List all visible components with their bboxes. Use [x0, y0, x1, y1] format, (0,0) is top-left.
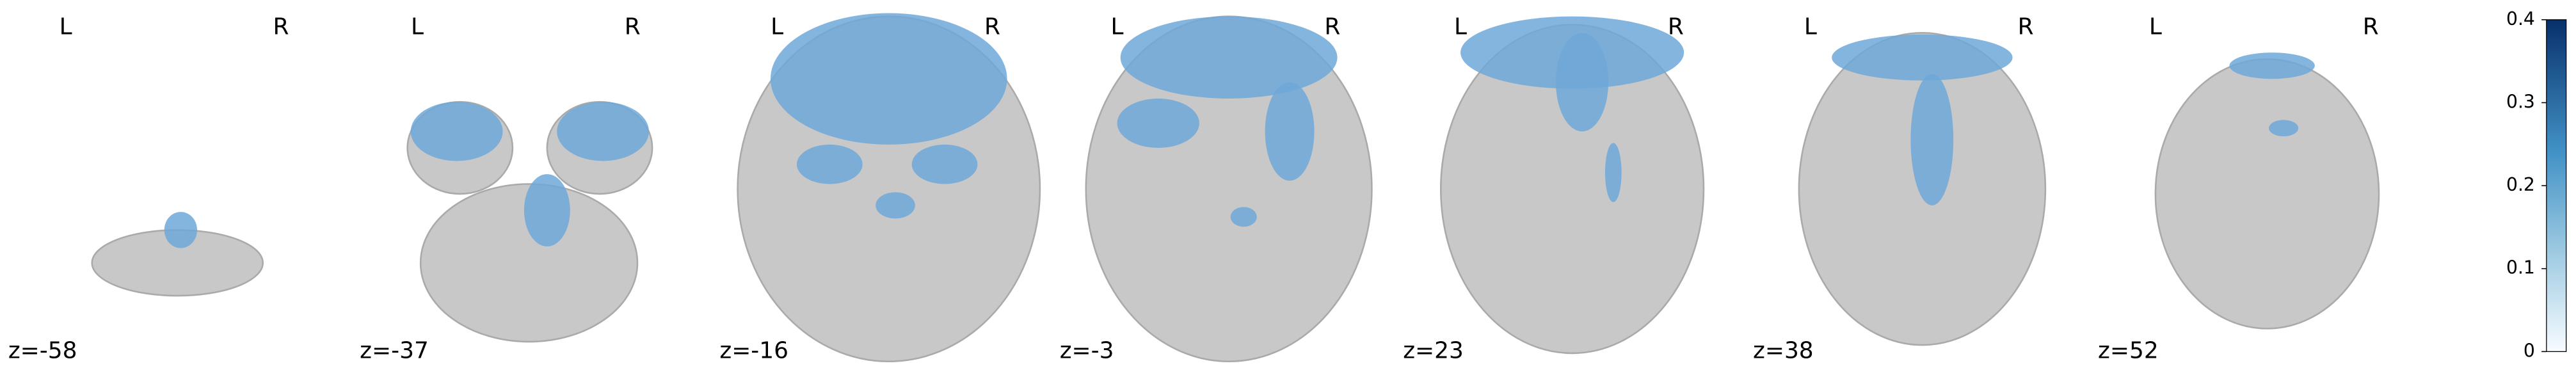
activation-blob: [1604, 143, 1622, 202]
activation-blob: [1910, 74, 1954, 205]
z-label: z=-58: [8, 337, 77, 364]
left-label: L: [2149, 14, 2162, 40]
brain-tissue: [2154, 58, 2380, 330]
activation-blob: [524, 174, 570, 247]
right-label: R: [2018, 14, 2034, 40]
activation-blob: [796, 144, 863, 184]
brain-tissue: [419, 183, 639, 343]
colorbar-tick-label: 0.3: [2506, 91, 2535, 112]
left-label: L: [1804, 14, 1817, 40]
colorbar: [2546, 19, 2567, 352]
activation-blob: [1120, 16, 1338, 99]
right-label: R: [1668, 14, 1684, 40]
activation-blob: [1555, 33, 1609, 132]
activation-blob: [911, 144, 978, 184]
activation-blob: [1832, 34, 2013, 81]
z-label: z=-37: [360, 337, 429, 364]
colorbar-tick-label: 0.2: [2506, 174, 2535, 195]
activation-blob: [2269, 120, 2299, 137]
right-label: R: [2363, 14, 2379, 40]
colorbar-tick-label: 0.4: [2506, 8, 2535, 29]
brain-slice: [91, 212, 264, 297]
right-label: R: [273, 14, 289, 40]
left-label: L: [411, 14, 424, 40]
activation-blob: [770, 13, 1007, 145]
colorbar-tick-label: 0: [2524, 340, 2535, 361]
left-label: L: [1454, 14, 1467, 40]
brain-slice: [1439, 16, 1705, 355]
brain-slice: [1085, 15, 1373, 363]
right-label: R: [984, 14, 1000, 40]
colorbar-tick-label: 0.1: [2506, 257, 2535, 278]
activation-blob: [2229, 52, 2315, 79]
z-label: z=-3: [1060, 337, 1114, 364]
activation-blob: [164, 212, 198, 248]
brain-slice: [406, 100, 653, 343]
left-label: L: [771, 14, 783, 40]
brain-slice: [2154, 52, 2380, 330]
z-label: z=52: [2098, 337, 2159, 364]
right-label: R: [625, 14, 641, 40]
z-label: z=23: [1403, 337, 1464, 364]
left-label: L: [1111, 14, 1124, 40]
activation-blob: [1117, 99, 1199, 148]
activation-blob: [876, 192, 915, 219]
activation-blob: [1265, 82, 1315, 181]
brain-slice: [1798, 32, 2047, 346]
activation-blob: [1230, 207, 1257, 227]
activation-blob: [557, 102, 649, 161]
z-label: z=-16: [719, 337, 788, 364]
brain-slice: [737, 13, 1041, 363]
right-label: R: [1324, 14, 1340, 40]
z-label: z=38: [1753, 337, 1814, 364]
scaled-figure: L Rz=-58 L Rz=-37 L Rz=-16 L Rz=-3 L Rz=23 L Rz=38 L…: [8, 8, 2567, 364]
activation-blob: [410, 102, 503, 161]
left-label: L: [60, 14, 72, 40]
